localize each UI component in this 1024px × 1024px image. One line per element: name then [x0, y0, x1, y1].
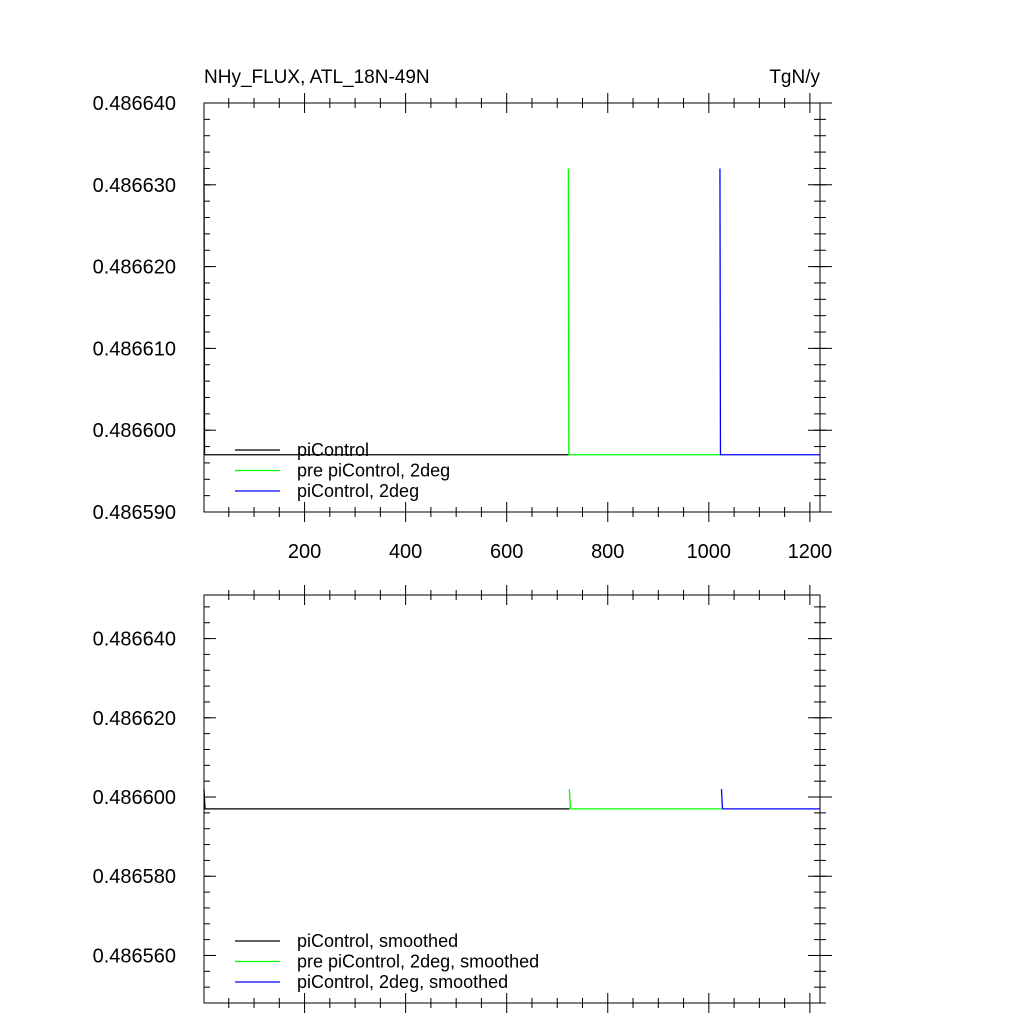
y-tick-label: 0.486610 [93, 338, 176, 360]
legend-entry: piControl, 2deg [297, 481, 419, 501]
y-tick-label: 0.486620 [93, 708, 176, 730]
x-tick-label: 600 [490, 541, 523, 563]
y-tick-label: 0.486580 [93, 866, 176, 888]
bottom-panel-series [203, 789, 820, 810]
top-panel-title: NHy_FLUX, ATL_18N-49N [204, 67, 430, 88]
bottom-panel-frame [203, 594, 821, 1004]
legend-entry: piControl [297, 440, 369, 460]
x-tick-label: 1000 [687, 541, 732, 563]
legend-entry: pre piControl, 2deg, smoothed [297, 952, 539, 972]
y-tick-label: 0.486600 [93, 420, 176, 442]
x-tick-label: 800 [591, 541, 624, 563]
x-tick-label: 1200 [788, 541, 833, 563]
series-line-0 [203, 168, 569, 456]
y-tick-label: 0.486640 [93, 93, 176, 115]
bottom-panel-tick-labels: 0.486560 0.486580 0.486600 0.486620 0.486640 [93, 629, 176, 968]
bottom-panel: 0.486560 0.486580 0.486600 0.486620 0.486640… [93, 585, 832, 1013]
y-tick-label: 0.486590 [93, 502, 176, 524]
series-line-1 [567, 168, 720, 456]
series-line-2 [720, 789, 820, 810]
y-tick-label: 0.486560 [93, 945, 176, 967]
legend-entry: piControl, 2deg, smoothed [297, 972, 508, 992]
y-tick-label: 0.486600 [93, 787, 176, 809]
top-panel-units: TgN/y [769, 67, 820, 88]
series-line-2 [719, 168, 820, 456]
top-panel-frame [203, 102, 821, 513]
top-panel-tick-labels: 200 400 600 800 1000 1200 0.486590 0.486600 0.48… [93, 93, 833, 563]
x-tick-label: 200 [288, 541, 321, 563]
top-panel-series [203, 168, 820, 456]
top-panel: NHy_FLUX, ATL_18N-49N TgN/y 200 400 600 800… [93, 67, 833, 563]
x-tick-label: 400 [389, 541, 422, 563]
y-tick-label: 0.486640 [93, 629, 176, 651]
y-tick-label: 0.486630 [93, 175, 176, 197]
y-tick-label: 0.486620 [93, 257, 176, 279]
series-line-1 [568, 789, 722, 810]
legend-entry: pre piControl, 2deg [297, 461, 450, 481]
legend-entry: piControl, smoothed [297, 931, 458, 951]
series-line-0 [203, 789, 570, 810]
